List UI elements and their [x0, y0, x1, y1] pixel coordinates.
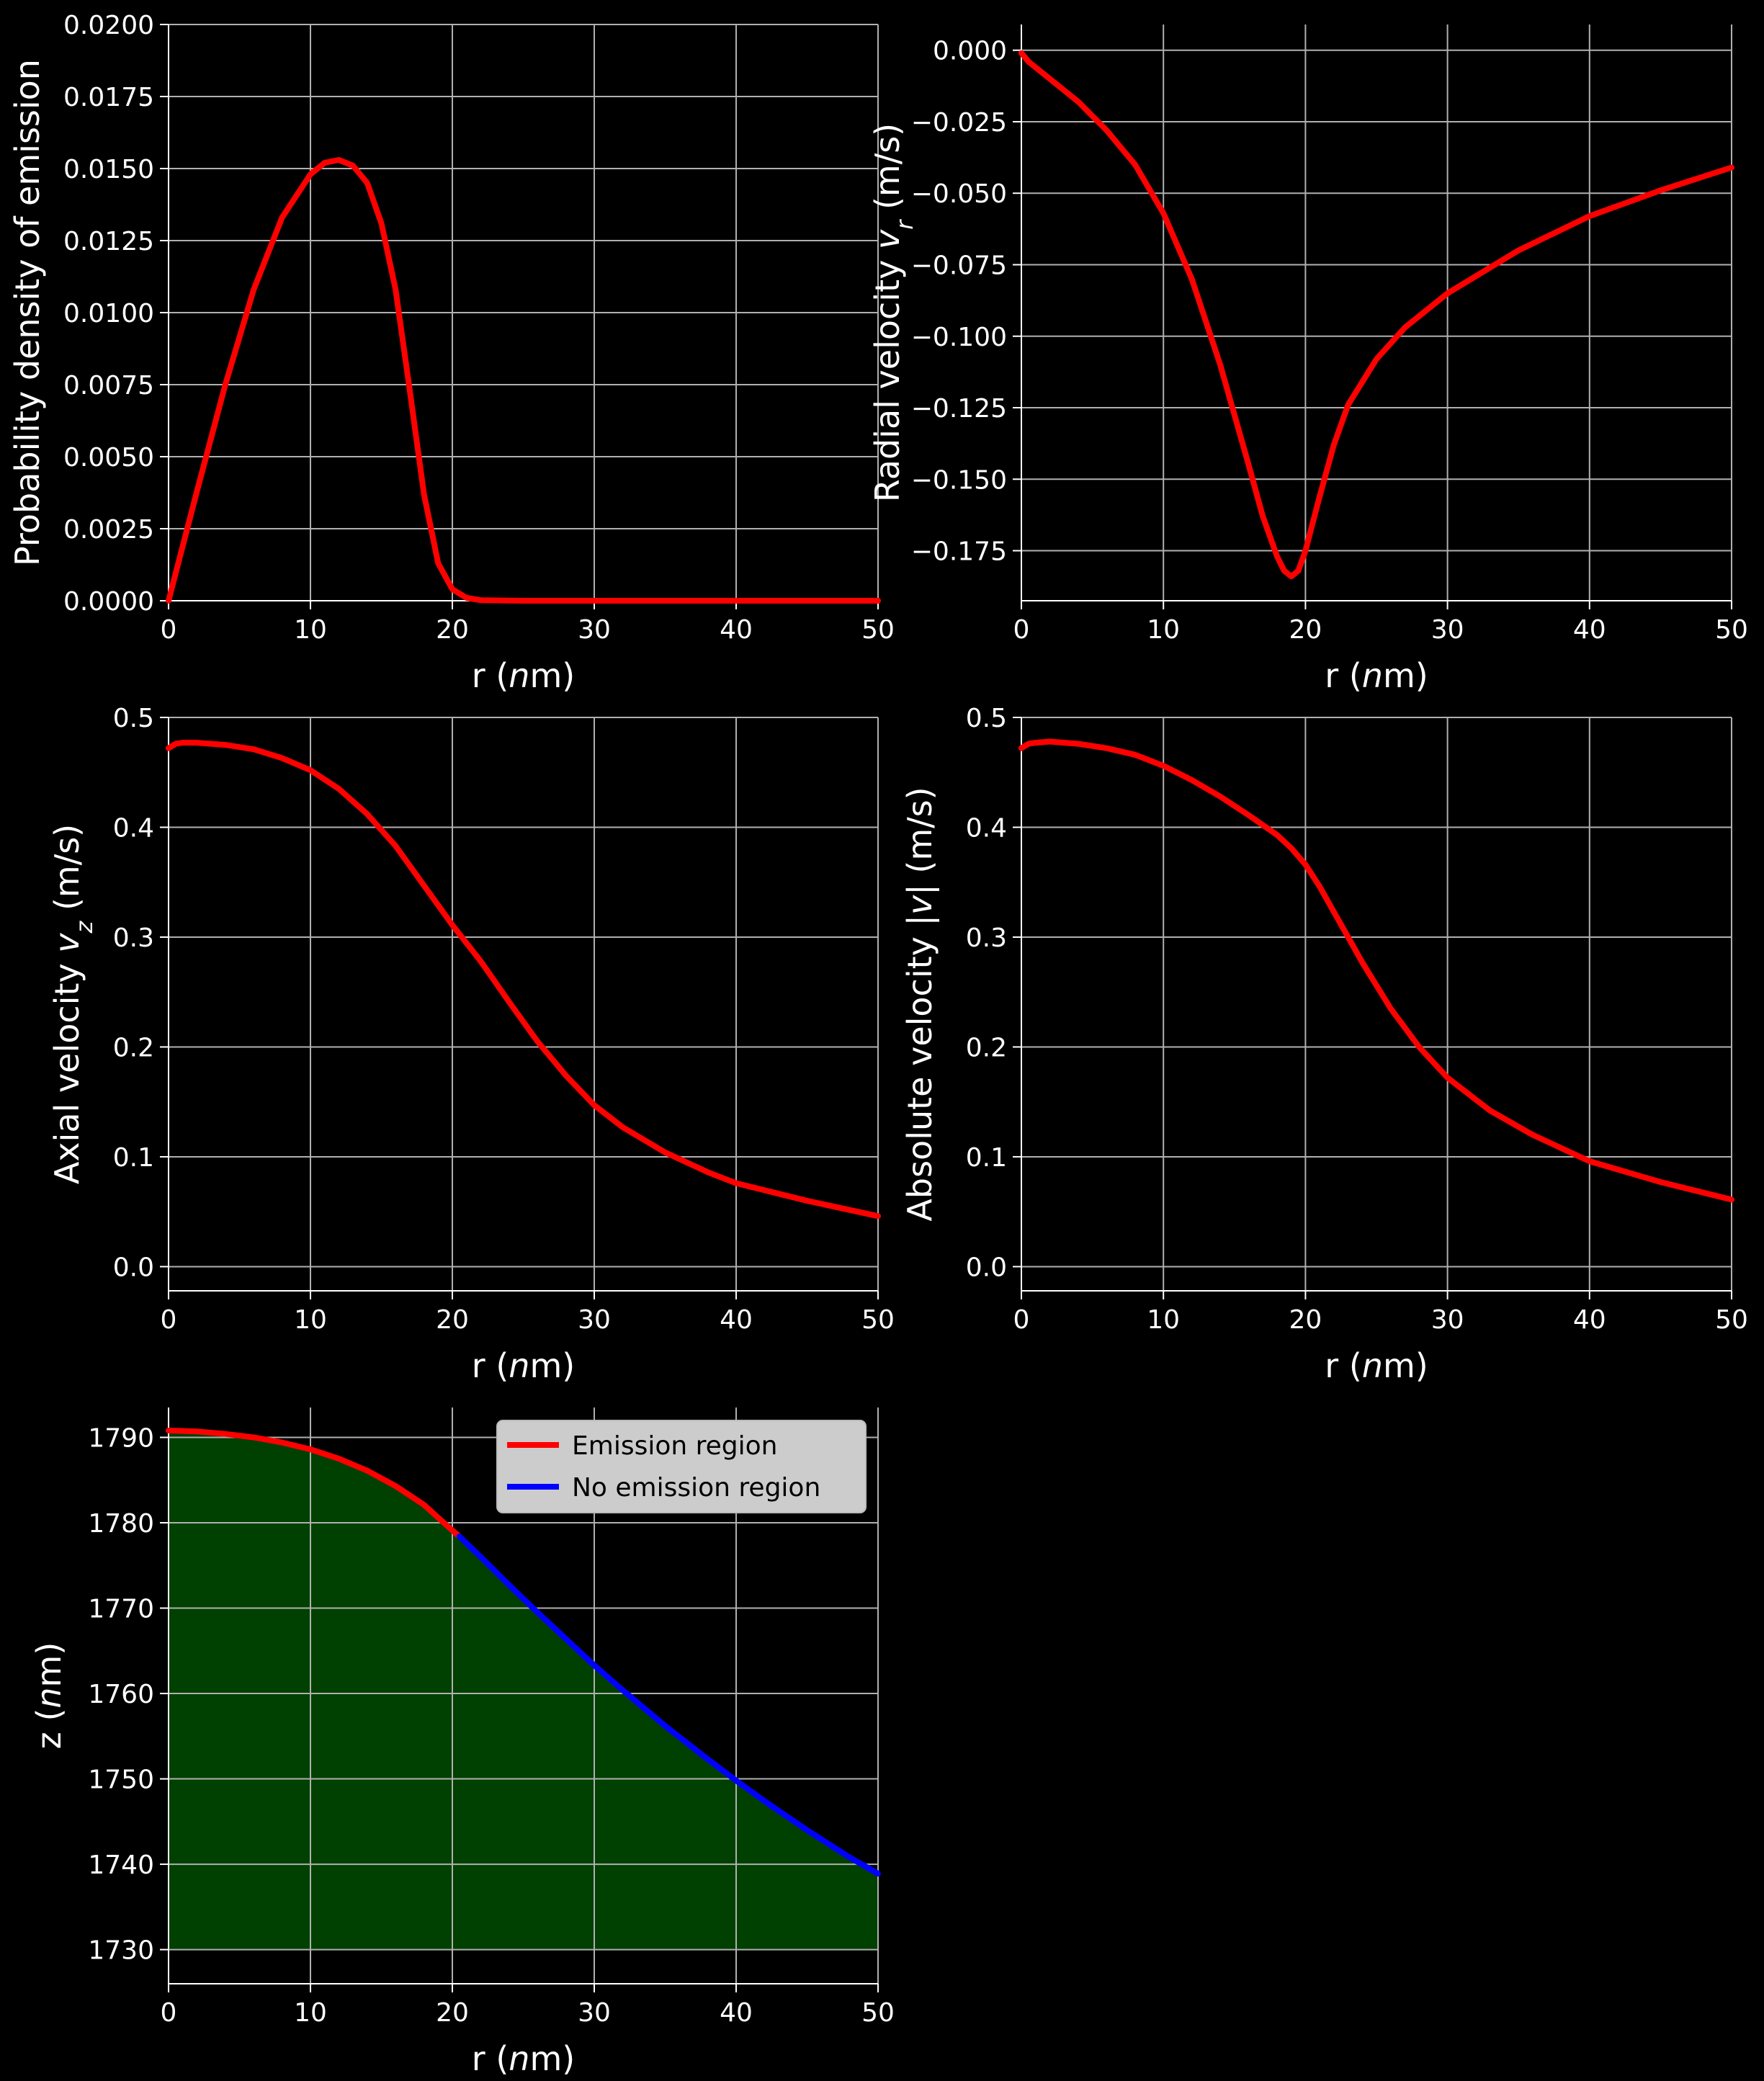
y-tick-label: −0.050: [911, 179, 1007, 209]
x-tick-label: 10: [1147, 615, 1180, 645]
x-tick-label: 40: [720, 1998, 753, 2028]
x-tick-label: 20: [436, 1998, 469, 2028]
y-tick-label: 0.0150: [63, 155, 154, 184]
y-tick-label: −0.150: [911, 465, 1007, 495]
y-axis-label: Absolute velocity |v| (m/s): [900, 787, 940, 1221]
x-tick-label: 40: [720, 1305, 753, 1335]
y-tick-label: 0.0125: [63, 227, 154, 256]
y-tick-label: 1780: [88, 1509, 154, 1539]
x-tick-label: 10: [294, 1998, 327, 2028]
y-tick-label: 1760: [88, 1680, 154, 1709]
y-tick-label: 1730: [88, 1936, 154, 1966]
x-tick-label: 10: [294, 615, 327, 645]
y-tick-label: 0.000: [933, 37, 1007, 66]
x-tick-label: 50: [1715, 615, 1748, 645]
filled-region: [169, 1431, 878, 1950]
y-tick-label: 0.3: [113, 923, 154, 953]
y-tick-label: 0.1: [113, 1143, 154, 1173]
x-tick-label: 20: [1289, 1305, 1322, 1335]
y-tick-label: 1750: [88, 1766, 154, 1795]
y-tick-label: 1790: [88, 1423, 154, 1453]
chart-panel-2: 0 10 20 30 40 50 0.000 −0.025 −0.050 −0.075 −0.100…: [868, 24, 1748, 695]
x-tick-label: 30: [578, 1998, 611, 2028]
y-tick-label: 0.2: [966, 1033, 1007, 1062]
y-tick-label: 0.0000: [63, 587, 154, 617]
series-line-1: [166, 1428, 462, 1539]
y-tick-label: 0.4: [113, 813, 154, 843]
legend-label-2: No emission region: [572, 1473, 820, 1503]
x-tick-label: 30: [1431, 1305, 1464, 1335]
x-tick-label: 0: [1013, 1305, 1030, 1335]
series-line-1: [166, 740, 881, 1219]
y-tick-label: 0.4: [966, 813, 1007, 843]
chart-panel-3: 0 10 20 30 40 50 0.0 0.1 0.2 0.3 0.4 0.5 r (nm) Axial…: [48, 704, 895, 1385]
x-tick-label: 30: [1431, 615, 1464, 645]
x-tick-label: 10: [1147, 1305, 1180, 1335]
y-tick-label: 0.0100: [63, 299, 154, 328]
chart-panel-1: 0 10 20 30 40 50 0.0000 0.0025 0.0050 0.0075 0.010…: [8, 11, 895, 695]
y-tick-label: 0.0050: [63, 443, 154, 473]
y-axis-label: Axial velocity vz (m/s): [48, 824, 98, 1184]
x-tick-label: 50: [861, 615, 895, 645]
x-axis-label: r (nm): [472, 656, 575, 695]
x-tick-label: 40: [1573, 615, 1606, 645]
x-tick-label: 20: [1289, 615, 1322, 645]
y-tick-label: −0.075: [911, 251, 1007, 280]
x-tick-label: 0: [161, 1998, 177, 2028]
y-tick-label: −0.175: [911, 537, 1007, 567]
x-tick-label: 0: [161, 1305, 177, 1335]
y-tick-label: −0.025: [911, 108, 1007, 138]
y-tick-label: 0.5: [966, 704, 1007, 733]
series-line-1: [1018, 50, 1734, 580]
legend-box: [496, 1420, 867, 1513]
y-tick-label: 0.1: [966, 1143, 1007, 1173]
chart-panel-4: 0 10 20 30 40 50 0.0 0.1 0.2 0.3 0.4 0.5 r (nm) Absol…: [900, 704, 1748, 1385]
y-tick-label: 0.0025: [63, 515, 154, 545]
x-tick-label: 30: [578, 615, 611, 645]
y-axis-label: Probability density of emission: [8, 59, 47, 566]
y-tick-label: 1740: [88, 1850, 154, 1880]
y-tick-label: 0.0: [113, 1253, 154, 1282]
x-tick-label: 50: [861, 1305, 895, 1335]
y-tick-label: −0.100: [911, 323, 1007, 352]
y-tick-label: 0.0075: [63, 371, 154, 400]
x-axis-label: r (nm): [1325, 656, 1428, 695]
y-axis-label: z (nm): [30, 1642, 68, 1750]
y-tick-label: −0.125: [911, 394, 1007, 424]
x-tick-label: 20: [436, 615, 469, 645]
legend: Emission region No emission region: [496, 1420, 867, 1513]
x-axis-label: r (nm): [472, 1346, 575, 1385]
y-tick-label: 0.0175: [63, 83, 154, 112]
legend-label-1: Emission region: [572, 1431, 777, 1461]
x-tick-label: 50: [1715, 1305, 1748, 1335]
y-tick-label: 0.5: [113, 704, 154, 733]
series-line-1: [166, 157, 881, 604]
x-tick-label: 0: [161, 615, 177, 645]
x-tick-label: 20: [436, 1305, 469, 1335]
y-tick-label: 0.0200: [63, 11, 154, 40]
series-line-1: [1018, 738, 1734, 1203]
y-tick-label: 1770: [88, 1595, 154, 1624]
x-tick-label: 0: [1013, 615, 1030, 645]
x-axis-label: r (nm): [1325, 1346, 1428, 1385]
x-tick-label: 30: [578, 1305, 611, 1335]
x-tick-label: 40: [1573, 1305, 1606, 1335]
x-tick-label: 10: [294, 1305, 327, 1335]
y-tick-label: 0.3: [966, 923, 1007, 953]
x-tick-label: 50: [861, 1998, 895, 2028]
y-tick-label: 0.0: [966, 1253, 1007, 1282]
x-axis-label: r (nm): [472, 2039, 575, 2078]
y-tick-label: 0.2: [113, 1033, 154, 1062]
y-axis-label: Radial velocity vr (m/s): [868, 123, 918, 502]
series-line-2: [456, 1534, 881, 1877]
x-tick-label: 40: [720, 615, 753, 645]
chart-panel-5: 0 10 20 30 40 50 1730 1740 1750 1760 1770 1780 1790 r…: [30, 1408, 895, 2078]
